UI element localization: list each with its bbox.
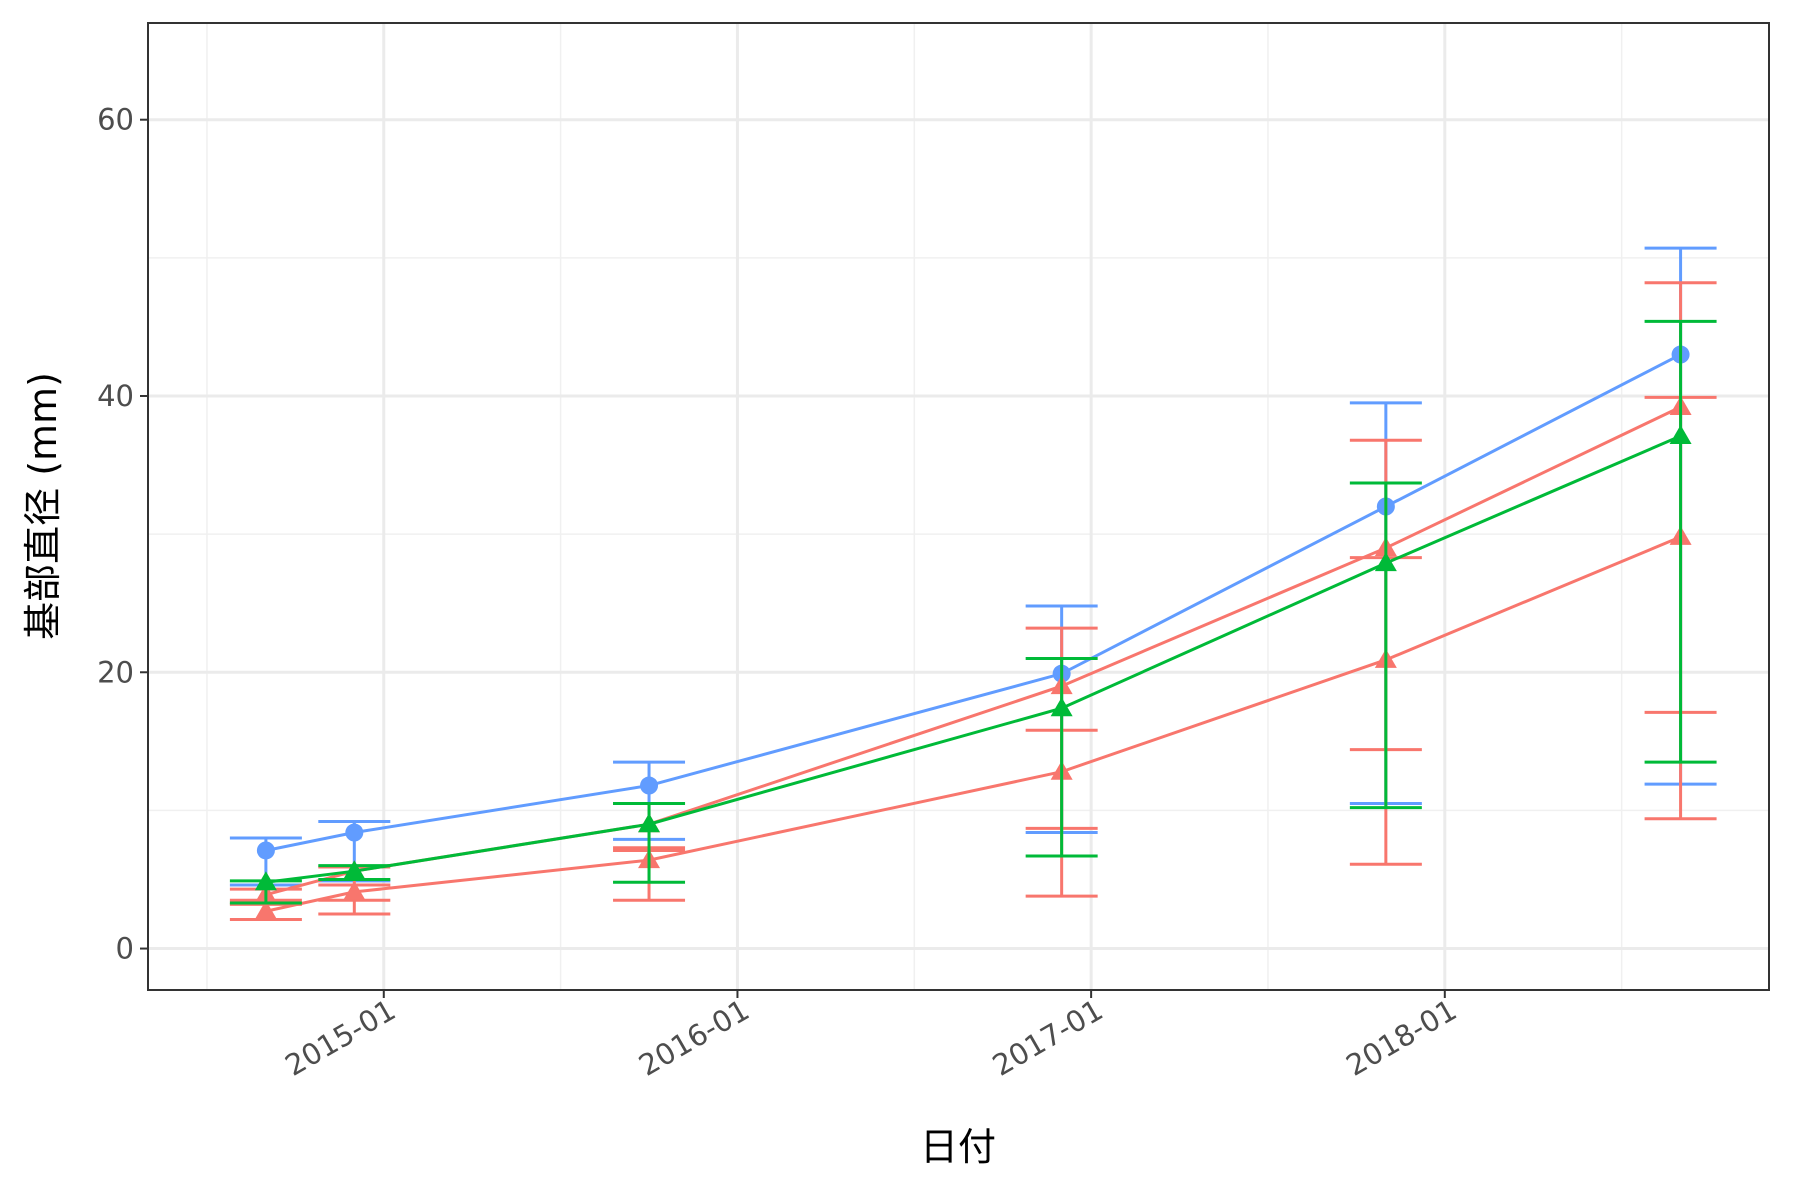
point	[640, 776, 659, 795]
y-tick-label: 20	[97, 655, 134, 689]
y-tick-label: 0	[116, 932, 134, 966]
series-line	[265, 535, 1682, 913]
x-tick-label: 2016-01	[633, 993, 755, 1083]
point	[1050, 697, 1073, 717]
x-tick-label: 2017-01	[987, 993, 1109, 1083]
y-axis-title: 基部直径 (mm)	[21, 372, 65, 640]
point	[345, 823, 364, 842]
series-line	[265, 405, 1682, 897]
point	[1374, 552, 1397, 572]
plot-border	[147, 22, 1770, 991]
x-tick-label: 2015-01	[279, 993, 401, 1083]
y-tick-label: 60	[97, 103, 134, 137]
point	[254, 900, 277, 920]
series-line	[265, 353, 1682, 852]
series-line	[265, 434, 1682, 884]
x-axis-title: 日付	[920, 1125, 996, 1169]
plot-background	[148, 23, 1769, 990]
point	[256, 841, 275, 860]
point	[1669, 425, 1692, 445]
y-tick-label: 40	[97, 379, 134, 413]
point	[638, 813, 661, 833]
point	[343, 880, 366, 900]
x-tick-label: 2018-01	[1340, 993, 1462, 1083]
point	[254, 871, 277, 891]
point	[343, 860, 366, 880]
